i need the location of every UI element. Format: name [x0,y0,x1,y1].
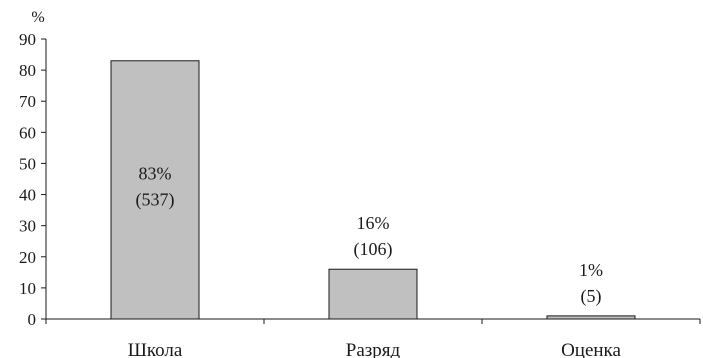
data-label-percent: 16% [357,213,390,233]
y-axis-unit-label: % [31,9,44,26]
y-tick-label: 90 [19,30,36,49]
x-axis: Школа Разряд Оценка [45,318,701,358]
x-category-label: Оценка [561,340,621,358]
y-tick-label: 80 [19,61,36,80]
data-label-percent: 83% [139,164,172,184]
y-tick-label: 50 [19,154,36,173]
y-axis: 0 10 20 30 40 50 60 70 80 90 [19,30,47,329]
y-tick-label: 0 [28,310,37,329]
bar [328,268,418,320]
x-category-label: Разряд [346,340,401,358]
bars [110,60,636,320]
data-label-count: (5) [581,286,602,307]
data-label-percent: 1% [579,260,603,280]
y-tick-label: 10 [19,279,36,298]
bar [110,60,200,320]
y-tick-label: 20 [19,248,36,267]
y-tick-label: 30 [19,217,36,236]
y-tick-label: 70 [19,92,36,111]
y-tick-label: 60 [19,123,36,142]
data-labels: 83% (537) 16% (106) 1% (5) [136,164,604,307]
y-tick-label: 40 [19,186,36,205]
data-label-count: (537) [136,190,175,211]
bar [546,315,636,320]
x-category-label: Школа [128,340,183,358]
data-label-count: (106) [354,239,393,260]
